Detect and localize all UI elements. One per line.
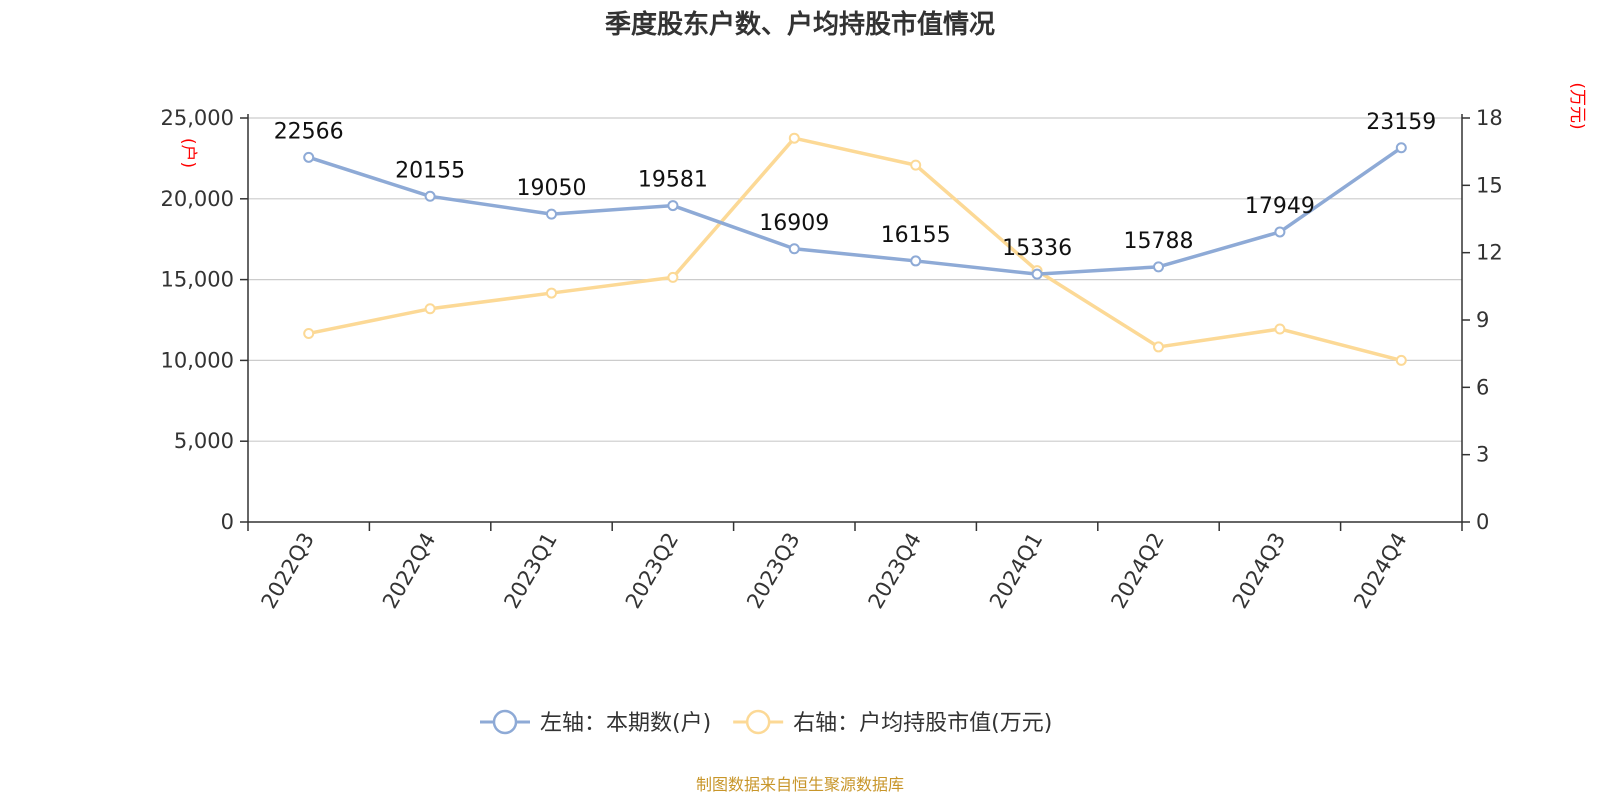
data-label: 16155 <box>881 223 951 248</box>
data-point-left <box>424 190 436 202</box>
data-point-right <box>1395 354 1407 366</box>
legend-marker-0 <box>492 709 518 735</box>
left-tick-label: 20,000 <box>161 187 234 211</box>
data-point-left <box>667 200 679 212</box>
data-point-right <box>303 327 315 339</box>
data-point-right <box>1153 341 1164 353</box>
x-axis-ticks: 2022Q3 2022Q4 2023Q1 2023Q2 2023Q3 2023Q4 2024… <box>247 522 1463 613</box>
x-tick-label: 2023Q3 <box>742 529 804 613</box>
data-point-left <box>303 151 315 163</box>
left-axis-unit: (户) <box>178 138 198 168</box>
data-point-left <box>1274 226 1286 238</box>
right-tick-label: 3 <box>1476 443 1489 467</box>
data-point-left <box>1031 268 1043 280</box>
left-tick-label: 25,000 <box>161 106 234 130</box>
data-point-left <box>546 208 557 220</box>
right-axis-ticks: 0 3 6 9 12 15 18 <box>1462 106 1503 534</box>
legend-label-0: 左轴：本期数(户) <box>540 711 711 736</box>
data-point-right <box>1274 323 1286 335</box>
right-tick-label: 12 <box>1476 241 1503 265</box>
right-axis-unit: (万元) <box>1567 82 1587 129</box>
data-point-left <box>1153 261 1164 273</box>
legend: 左轴：本期数(户) 右轴：户均持股市值(万元) <box>480 709 1052 736</box>
source-note: 制图数据来自恒生聚源数据库 <box>696 775 904 794</box>
right-tick-label: 9 <box>1476 308 1489 332</box>
data-label: 15336 <box>1002 236 1072 261</box>
series-line-right <box>308 136 1402 363</box>
data-point-left <box>1395 142 1407 154</box>
left-tick-label: 0 <box>221 510 234 534</box>
x-tick-label: 2023Q1 <box>499 529 561 613</box>
left-tick-label: 15,000 <box>161 268 234 292</box>
data-point-left <box>910 255 922 267</box>
data-label: 19050 <box>517 176 587 201</box>
x-tick-label: 2023Q4 <box>864 529 926 613</box>
legend-label-1: 右轴：户均持股市值(万元) <box>793 711 1052 736</box>
chart-title: 季度股东户数、户均持股市值情况 <box>605 9 995 40</box>
x-tick-label: 2022Q4 <box>378 529 440 613</box>
data-label: 16909 <box>759 211 829 236</box>
data-point-left <box>788 243 800 255</box>
left-axis-ticks: 0 5,000 10,000 15,000 20,000 25,000 <box>161 106 248 534</box>
right-tick-label: 18 <box>1476 106 1503 130</box>
data-label: 23159 <box>1366 110 1436 135</box>
left-tick-label: 5,000 <box>174 429 234 453</box>
right-tick-label: 6 <box>1476 375 1489 399</box>
data-label: 17949 <box>1245 194 1315 219</box>
x-tick-label: 2024Q1 <box>985 529 1047 613</box>
series-layer: 22566 20155 19050 19581 16909 16155 15336 15788… <box>274 110 1436 366</box>
data-point-right <box>667 271 679 283</box>
legend-marker-1 <box>745 709 771 735</box>
x-tick-label: 2023Q2 <box>621 529 683 613</box>
x-tick-label: 2024Q2 <box>1106 529 1168 613</box>
data-label: 15788 <box>1124 229 1194 254</box>
data-label: 19581 <box>638 168 708 193</box>
right-tick-label: 0 <box>1476 510 1489 534</box>
data-point-right <box>788 132 800 144</box>
left-tick-label: 10,000 <box>161 348 234 372</box>
data-point-right <box>910 159 922 171</box>
data-label: 22566 <box>274 119 344 144</box>
right-tick-label: 15 <box>1476 173 1503 197</box>
data-point-right <box>546 287 557 299</box>
data-point-right <box>424 303 436 315</box>
x-tick-label: 2022Q3 <box>257 529 319 613</box>
series-line-left <box>308 146 1403 276</box>
x-tick-label: 2024Q4 <box>1349 529 1411 613</box>
data-label: 20155 <box>395 158 465 183</box>
x-tick-label: 2024Q3 <box>1228 529 1290 613</box>
